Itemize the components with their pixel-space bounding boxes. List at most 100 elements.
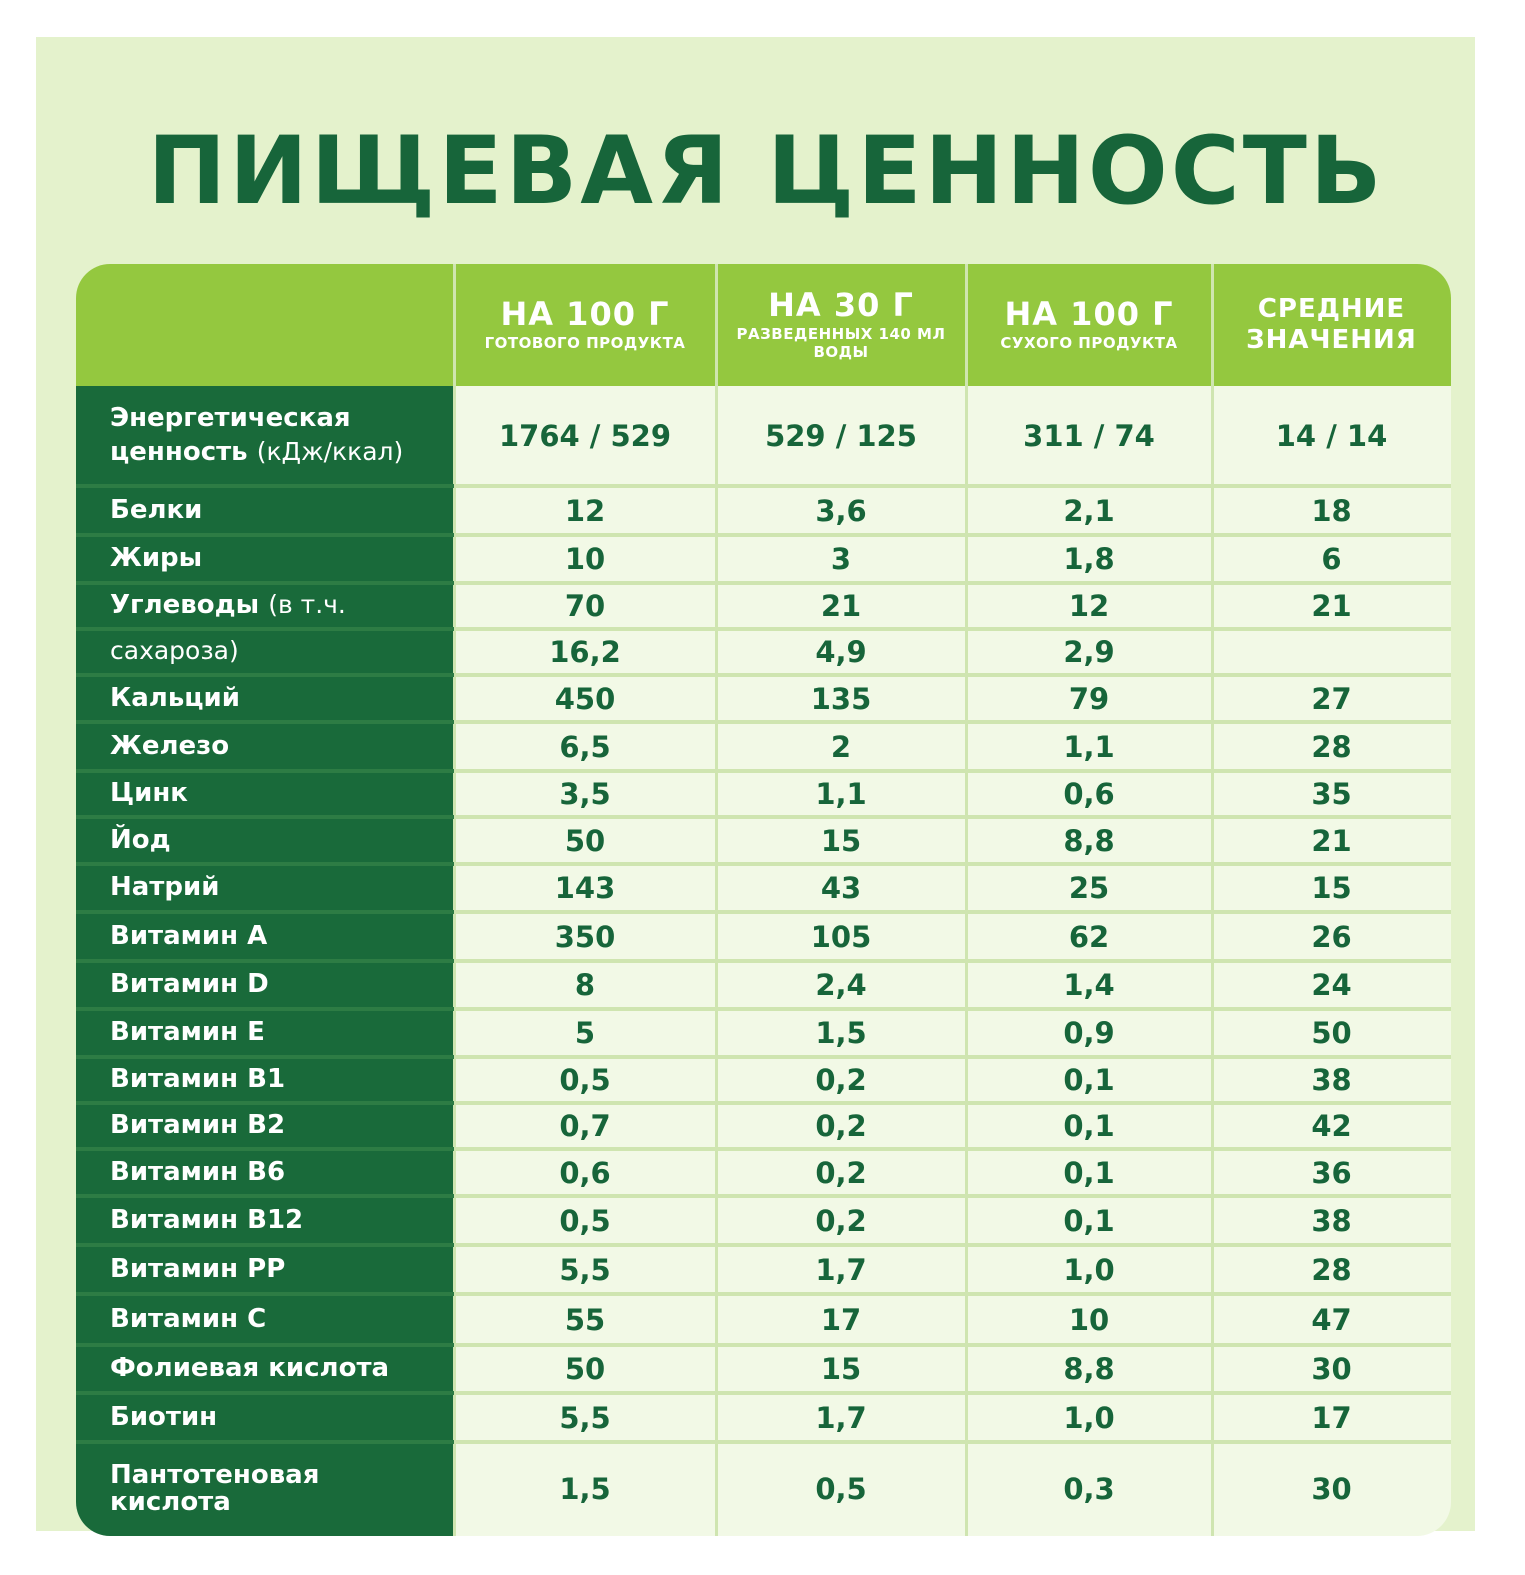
row-divider — [454, 815, 1451, 819]
table-cell: 0,2 — [815, 1063, 867, 1097]
row-label: Энергетическая ценность (кДж/ккал) — [110, 386, 450, 486]
table-cell: 50 — [564, 1352, 606, 1386]
table-cell: 0,1 — [1063, 1155, 1115, 1190]
column-divider — [453, 264, 456, 1536]
row-label-text: Железо — [110, 730, 229, 764]
table-cell: 8,8 — [1063, 823, 1115, 858]
row-label: сахароза) — [110, 629, 450, 675]
table-cell: 2 — [830, 729, 852, 764]
row-divider — [454, 1343, 1451, 1347]
table-cell: 0,2 — [815, 1203, 867, 1238]
row-label: Витамин В1 — [110, 1057, 450, 1103]
table-cell: 47 — [1311, 1302, 1352, 1337]
table-cell: 28 — [1311, 729, 1352, 764]
table-cell: 1,5 — [559, 1472, 611, 1506]
table-cell: 0,6 — [1063, 777, 1115, 811]
row-divider — [454, 1194, 1451, 1198]
row-divider — [76, 1292, 454, 1296]
table-cell: 143 — [554, 871, 616, 905]
row-divider — [76, 1055, 454, 1059]
nutrient-name: Цинк — [110, 778, 188, 809]
table-cell: 350 — [554, 919, 616, 954]
row-label-text: Витамин В12 — [110, 1204, 303, 1238]
table-cell: 6 — [1321, 542, 1342, 576]
nutrient-name: Белки — [110, 494, 203, 525]
table-cell: 62 — [1068, 919, 1110, 954]
nutrition-panel: ПИЩЕВАЯ ЦЕННОСТЬ НА 100 Г ГОТОВОГО ПРОДУК… — [36, 37, 1475, 1536]
row-divider — [454, 720, 1451, 724]
row-label: Йод — [110, 817, 450, 864]
table-cell: 311 / 74 — [1023, 419, 1155, 453]
table-cell: 2,9 — [1063, 635, 1115, 669]
nutrient-note: сахароза) — [110, 636, 239, 666]
table-cell: 2,4 — [815, 968, 867, 1002]
row-divider — [76, 1194, 454, 1198]
nutrient-name: Натрий — [110, 872, 220, 903]
nutrient-name: Витамин С — [110, 1303, 267, 1334]
nutrient-name: Биотин — [110, 1401, 218, 1432]
table-cell: 35 — [1311, 777, 1352, 811]
table-cell: 0,7 — [559, 1109, 611, 1143]
page-title: ПИЩЕВАЯ ЦЕННОСТЬ — [147, 117, 1385, 226]
row-label-text: Фолиевая кислота — [110, 1352, 389, 1386]
row-label-text: Витамин РР — [110, 1253, 285, 1287]
row-divider — [76, 581, 454, 585]
table-cell: 8,8 — [1063, 1352, 1115, 1386]
nutrient-name: Железо — [110, 730, 230, 761]
table-cell: 15 — [1311, 871, 1352, 905]
row-label-text: Цинк — [110, 777, 188, 811]
row-divider — [76, 959, 454, 963]
row-divider — [454, 673, 1451, 677]
table-cell: 0,5 — [559, 1203, 611, 1238]
row-divider — [76, 1440, 454, 1444]
column-header-title: НА 100 Г — [500, 294, 670, 333]
row-divider — [454, 627, 1451, 631]
nutrient-name: Витамин В6 — [110, 1156, 286, 1187]
table-cell: 12 — [1068, 589, 1110, 623]
table-cell: 10 — [1068, 1302, 1110, 1337]
column-divider — [1211, 264, 1214, 1536]
row-label-text: Натрий — [110, 871, 219, 905]
row-divider — [76, 673, 454, 677]
row-divider — [454, 862, 1451, 866]
nutrient-note: (в т.ч. — [268, 590, 346, 620]
column-header: НА 100 Г СУХОГО ПРОДУКТА — [966, 264, 1212, 386]
table-cell: 15 — [820, 1352, 862, 1386]
table-cell — [1212, 629, 1451, 675]
column-divider — [965, 264, 968, 1536]
table-cell: 0,6 — [559, 1155, 611, 1190]
row-label-text: Витамин D — [110, 968, 269, 1002]
column-header-subtitle: СУХОГО ПРОДУКТА — [1000, 334, 1178, 353]
row-divider — [454, 1440, 1451, 1444]
column-header: НА 30 Г РАЗВЕДЕННЫХ 140 МЛ ВОДЫ — [716, 264, 966, 386]
table-cell: 50 — [1311, 1016, 1352, 1050]
table-cell: 0,2 — [815, 1155, 867, 1190]
table-cell: 5,5 — [559, 1400, 611, 1435]
table-cell: 0,5 — [815, 1472, 867, 1506]
row-label: Жиры — [110, 535, 450, 583]
row-label-text: Витамин Е — [110, 1016, 265, 1050]
row-label-text: Кальций — [110, 682, 240, 716]
table-cell: 3,5 — [559, 777, 611, 811]
table-cell: 3 — [830, 542, 852, 576]
table-cell: 529 / 125 — [765, 419, 917, 453]
column-header-title: СРЕДНИЕ ЗНАЧЕНИЯ — [1246, 293, 1417, 355]
row-label: Кальций — [110, 675, 450, 722]
table-header — [76, 264, 1451, 386]
table-cell: 4,9 — [815, 635, 867, 669]
table-cell: 1,8 — [1063, 542, 1115, 576]
row-divider — [454, 1391, 1451, 1395]
nutrient-name: Йод — [110, 824, 171, 855]
table-cell: 15 — [820, 823, 862, 858]
table-cell: 450 — [554, 681, 616, 716]
table-cell: 0,1 — [1063, 1063, 1115, 1097]
table-cell: 30 — [1311, 1472, 1352, 1506]
nutrient-name: Витамин В1 — [110, 1064, 286, 1095]
table-cell: 1764 / 529 — [498, 419, 672, 453]
table-cell: 1,0 — [1063, 1252, 1115, 1287]
column-header-title: НА 30 Г — [768, 285, 914, 324]
table-cell: 42 — [1311, 1109, 1352, 1143]
row-divider — [454, 1292, 1451, 1296]
nutrient-name: Энергетическая ценность — [110, 403, 351, 467]
row-divider — [454, 959, 1451, 963]
